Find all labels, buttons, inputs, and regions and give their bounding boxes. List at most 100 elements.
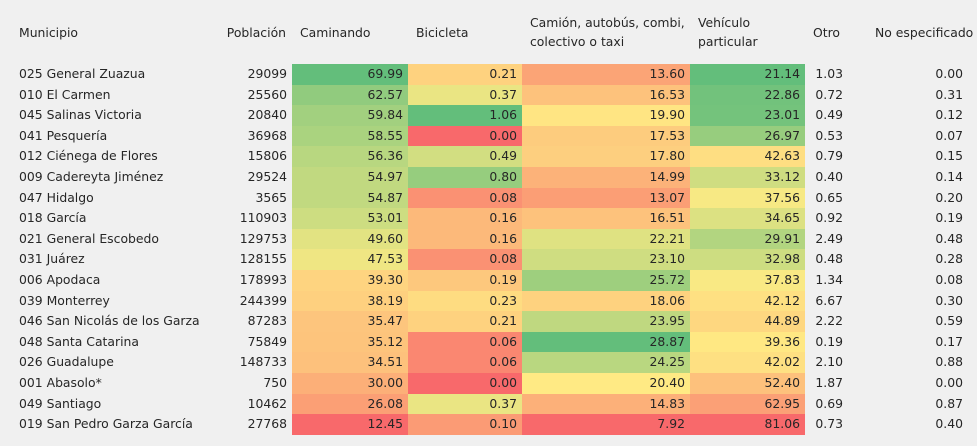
cell-vehiculo: 26.97 (690, 125, 805, 147)
table-row: 010 El Carmen 25560 62.57 0.37 16.53 22.86 0.7… (11, 84, 977, 106)
table-row: 046 San Nicolás de los Garza 87283 35.47 0.… (11, 311, 977, 332)
table-row: 012 Ciénega de Flores 15806 56.36 0.49 17.80… (11, 146, 977, 167)
mobility-table: Municipio Población Caminando Bicicleta … (11, 0, 977, 435)
cell-bicicleta: 0.37 (408, 84, 522, 106)
cell-camion: 28.87 (522, 331, 690, 353)
cell-no-especificado: 0.31 (935, 86, 963, 102)
cell-municipio: 018 García (19, 210, 87, 226)
cell-camion: 14.99 (522, 166, 690, 188)
cell-municipio: 001 Abasolo* (19, 374, 102, 390)
cell-poblacion: 15806 (247, 148, 287, 164)
cell-otro: 0.19 (815, 333, 843, 349)
cell-no-especificado: 0.88 (935, 354, 963, 370)
table-row: 026 Guadalupe 148733 34.51 0.06 24.25 42.02 2.… (11, 352, 977, 373)
cell-municipio: 006 Apodaca (19, 271, 101, 287)
cell-vehiculo: 42.63 (690, 146, 805, 167)
cell-otro: 0.53 (815, 127, 843, 143)
cell-camion: 13.07 (522, 187, 690, 209)
cell-caminando: 34.51 (292, 352, 408, 373)
cell-municipio: 039 Monterrey (19, 292, 110, 308)
header-otro: Otro (813, 24, 841, 40)
cell-vehiculo: 21.14 (690, 64, 805, 85)
cell-no-especificado: 0.00 (935, 374, 963, 390)
header-poblacion: Población (226, 24, 286, 40)
cell-vehiculo: 34.65 (690, 208, 805, 229)
cell-no-especificado: 0.14 (935, 168, 963, 184)
cell-camion: 7.92 (522, 414, 690, 435)
cell-municipio: 012 Ciénega de Flores (19, 148, 158, 164)
cell-bicicleta: 0.21 (408, 64, 522, 85)
cell-municipio: 009 Cadereyta Jiménez (19, 168, 164, 184)
cell-no-especificado: 0.59 (935, 313, 963, 329)
table-row: 045 Salinas Victoria 20840 59.84 1.06 19.90 2… (11, 105, 977, 126)
cell-caminando: 49.60 (292, 228, 408, 250)
cell-municipio: 048 Santa Catarina (19, 333, 139, 349)
table-row: 047 Hidalgo 3565 54.87 0.08 13.07 37.56 0.65 0.… (11, 187, 977, 209)
cell-no-especificado: 0.17 (935, 333, 963, 349)
cell-otro: 0.72 (815, 86, 843, 102)
table-row: 006 Apodaca 178993 39.30 0.19 25.72 37.83 1.34… (11, 269, 977, 291)
cell-poblacion: 148733 (239, 354, 287, 370)
cell-caminando: 59.84 (292, 105, 408, 126)
cell-bicicleta: 0.10 (408, 414, 522, 435)
table-row: 018 García 110903 53.01 0.16 16.51 34.65 0.92 0… (11, 208, 977, 229)
cell-poblacion: 750 (263, 374, 287, 390)
cell-poblacion: 244399 (239, 292, 287, 308)
cell-caminando: 12.45 (292, 414, 408, 435)
cell-caminando: 62.57 (292, 84, 408, 106)
cell-vehiculo: 39.36 (690, 331, 805, 353)
header-municipio: Municipio (19, 24, 78, 40)
cell-vehiculo: 22.86 (690, 84, 805, 106)
cell-poblacion: 27768 (247, 416, 287, 432)
cell-poblacion: 87283 (247, 313, 287, 329)
cell-camion: 20.40 (522, 372, 690, 394)
cell-municipio: 025 General Zuazua (19, 66, 146, 81)
table-row: 049 Santiago 10462 26.08 0.37 14.83 62.95 0.69… (11, 393, 977, 415)
cell-bicicleta: 0.08 (408, 249, 522, 270)
header-caminando: Caminando (300, 24, 371, 40)
cell-otro: 6.67 (815, 292, 843, 308)
cell-caminando: 47.53 (292, 249, 408, 270)
cell-municipio: 045 Salinas Victoria (19, 107, 142, 123)
cell-camion: 16.51 (522, 208, 690, 229)
table-row: 031 Juárez 128155 47.53 0.08 23.10 32.98 0.48 0… (11, 249, 977, 270)
cell-caminando: 35.47 (292, 311, 408, 332)
cell-municipio: 026 Guadalupe (19, 354, 114, 370)
cell-poblacion: 36968 (247, 127, 287, 143)
cell-otro: 0.65 (815, 189, 843, 205)
cell-otro: 0.48 (815, 251, 843, 267)
cell-bicicleta: 0.80 (408, 166, 522, 188)
cell-vehiculo: 42.02 (690, 352, 805, 373)
cell-caminando: 38.19 (292, 290, 408, 312)
cell-no-especificado: 0.07 (935, 127, 963, 143)
table-row: 019 San Pedro Garza García 27768 12.45 0.10… (11, 414, 977, 435)
cell-camion: 23.95 (522, 311, 690, 332)
cell-municipio: 041 Pesquería (19, 127, 108, 143)
cell-otro: 0.92 (815, 210, 843, 226)
cell-no-especificado: 0.20 (935, 189, 963, 205)
table-row: 041 Pesquería 36968 58.55 0.00 17.53 26.97 0.5… (11, 125, 977, 147)
cell-municipio: 047 Hidalgo (19, 189, 94, 205)
cell-camion: 13.60 (522, 64, 690, 85)
cell-camion: 19.90 (522, 105, 690, 126)
header-bicicleta: Bicicleta (416, 24, 469, 40)
cell-otro: 1.34 (815, 271, 843, 287)
cell-no-especificado: 0.40 (935, 416, 963, 432)
cell-vehiculo: 44.89 (690, 311, 805, 332)
cell-camion: 14.83 (522, 393, 690, 415)
cell-municipio: 019 San Pedro Garza García (19, 416, 193, 432)
table-row: 009 Cadereyta Jiménez 29524 54.97 0.80 14.99… (11, 166, 977, 188)
header-vehiculo: Vehículo particular (698, 15, 758, 49)
cell-bicicleta: 0.06 (408, 352, 522, 373)
cell-otro: 0.73 (815, 416, 843, 432)
cell-no-especificado: 0.00 (935, 66, 963, 81)
cell-caminando: 58.55 (292, 125, 408, 147)
cell-camion: 23.10 (522, 249, 690, 270)
cell-otro: 0.79 (815, 148, 843, 164)
table-row: 048 Santa Catarina 75849 35.12 0.06 28.87 39.… (11, 331, 977, 353)
cell-bicicleta: 0.19 (408, 269, 522, 291)
cell-municipio: 021 General Escobedo (19, 230, 159, 246)
cell-vehiculo: 33.12 (690, 166, 805, 188)
cell-poblacion: 129753 (239, 230, 287, 246)
cell-poblacion: 75849 (247, 333, 287, 349)
